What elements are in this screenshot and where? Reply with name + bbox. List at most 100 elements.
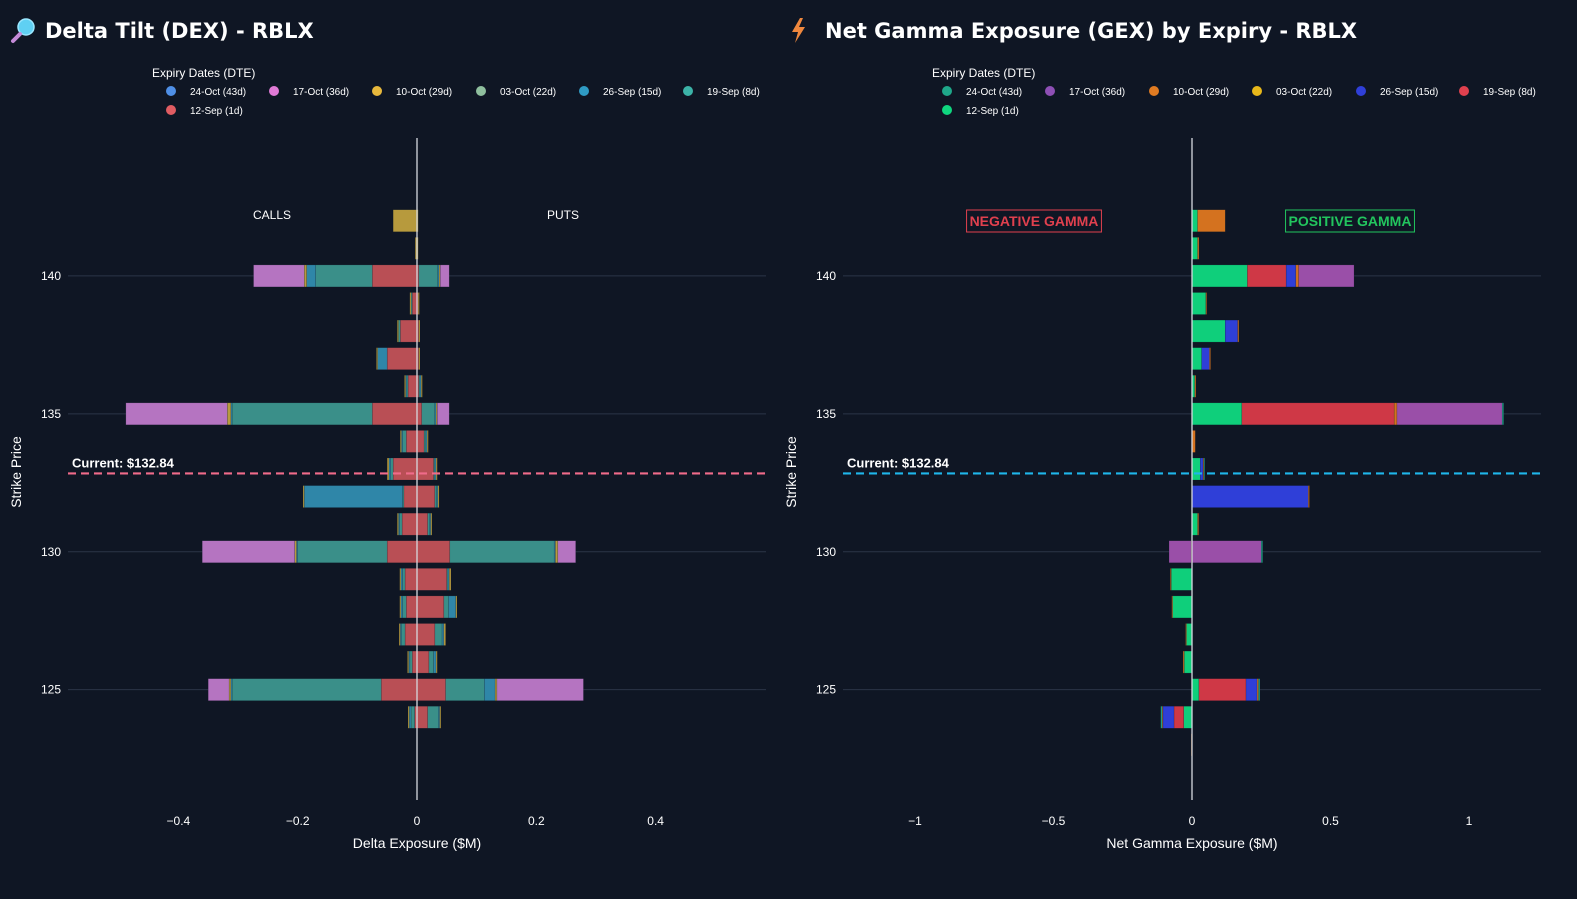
bar-segment[interactable] — [400, 430, 402, 453]
bar-segment[interactable] — [427, 512, 430, 536]
bar-segment[interactable] — [1191, 540, 1262, 563]
bar-segment[interactable] — [1160, 706, 1163, 729]
bar-segment[interactable] — [1247, 264, 1287, 288]
legend-item[interactable]: 10-Oct (29d) — [1149, 86, 1229, 98]
bar-segment[interactable] — [402, 568, 406, 591]
bar-segment[interactable] — [1200, 457, 1204, 481]
legend-item[interactable]: 17-Oct (36d) — [269, 86, 349, 98]
bar-segment[interactable] — [1197, 512, 1199, 536]
bar-segment[interactable] — [1245, 678, 1258, 701]
bar-segment[interactable] — [404, 623, 418, 646]
bar-segment[interactable] — [1209, 347, 1211, 370]
bar-segment[interactable] — [416, 485, 436, 508]
bar-segment[interactable] — [125, 402, 228, 426]
bar-segment[interactable] — [1162, 706, 1175, 729]
legend-item[interactable]: 19-Sep (8d) — [1459, 86, 1536, 98]
bar-segment[interactable] — [398, 319, 401, 343]
bar-segment[interactable] — [409, 650, 413, 674]
bar-segment[interactable] — [411, 292, 418, 315]
bar-segment[interactable] — [231, 402, 373, 426]
bar-segment[interactable] — [416, 457, 434, 481]
bar-segment[interactable] — [427, 706, 439, 729]
bar-segment[interactable] — [1172, 595, 1193, 619]
legend-item[interactable]: 26-Sep (15d) — [579, 86, 661, 98]
bar-segment[interactable] — [228, 678, 232, 701]
bar-segment[interactable] — [433, 650, 437, 674]
bar-segment[interactable] — [1173, 706, 1184, 729]
bar-segment[interactable] — [403, 485, 418, 508]
bar-segment[interactable] — [392, 209, 418, 232]
bar-segment[interactable] — [426, 430, 429, 453]
bar-segment[interactable] — [1182, 650, 1185, 674]
bar-segment[interactable] — [417, 292, 420, 315]
legend-item[interactable]: 12-Sep (1d) — [166, 105, 243, 117]
bar-segment[interactable] — [1197, 237, 1200, 260]
bar-segment[interactable] — [557, 540, 576, 563]
bar-segment[interactable] — [439, 706, 442, 729]
bar-segment[interactable] — [430, 512, 433, 536]
bar-segment[interactable] — [400, 568, 403, 591]
bar-segment[interactable] — [1201, 347, 1210, 370]
bar-segment[interactable] — [201, 540, 295, 563]
bar-segment[interactable] — [376, 347, 378, 370]
bar-segment[interactable] — [1191, 402, 1243, 426]
bar-segment[interactable] — [399, 595, 402, 619]
bar-segment[interactable] — [306, 264, 316, 288]
bar-segment[interactable] — [440, 264, 450, 288]
bar-segment[interactable] — [1191, 347, 1202, 370]
bar-segment[interactable] — [1191, 512, 1198, 536]
bar-segment[interactable] — [416, 402, 423, 426]
bar-segment[interactable] — [1183, 650, 1193, 674]
gex-legend[interactable]: 24-Oct (43d) 17-Oct (36d) 10-Oct (29d) 03-O… — [942, 86, 1536, 117]
bar-segment[interactable] — [448, 595, 457, 619]
bar-segment[interactable] — [1191, 292, 1207, 315]
bar-segment[interactable] — [406, 430, 418, 453]
bar-segment[interactable] — [372, 264, 418, 288]
bar-segment[interactable] — [416, 595, 445, 619]
bar-segment[interactable] — [397, 319, 399, 343]
bar-segment[interactable] — [1194, 375, 1197, 398]
legend-item[interactable]: 03-Oct (22d) — [476, 86, 556, 98]
bar-segment[interactable] — [390, 457, 394, 481]
bar-segment[interactable] — [253, 264, 305, 288]
bar-segment[interactable] — [423, 430, 427, 453]
bar-segment[interactable] — [437, 485, 440, 508]
bar-segment[interactable] — [1185, 623, 1187, 646]
bar-segment[interactable] — [227, 402, 232, 426]
bar-segment[interactable] — [408, 706, 412, 729]
bar-segment[interactable] — [380, 678, 418, 701]
legend-item[interactable]: 26-Sep (15d) — [1356, 86, 1438, 98]
bar-segment[interactable] — [1191, 457, 1201, 481]
bar-segment[interactable] — [418, 319, 421, 343]
bar-segment[interactable] — [420, 375, 423, 398]
bar-segment[interactable] — [494, 678, 498, 701]
bar-segment[interactable] — [418, 264, 439, 288]
bar-segment[interactable] — [400, 319, 418, 343]
bar-segment[interactable] — [1237, 319, 1240, 343]
bar-segment[interactable] — [315, 264, 373, 288]
bar-segment[interactable] — [1198, 678, 1247, 701]
bar-segment[interactable] — [448, 568, 452, 591]
legend-item[interactable]: 10-Oct (29d) — [372, 86, 452, 98]
bar-segment[interactable] — [407, 650, 409, 674]
bar-segment[interactable] — [303, 264, 307, 288]
bar-segment[interactable] — [1191, 678, 1200, 701]
bar-segment[interactable] — [555, 540, 559, 563]
bar-segment[interactable] — [1191, 485, 1309, 508]
bar-segment[interactable] — [416, 540, 451, 563]
bar-segment[interactable] — [435, 650, 438, 674]
bar-segment[interactable] — [1170, 568, 1193, 591]
bar-segment[interactable] — [399, 568, 402, 591]
bar-segment[interactable] — [388, 457, 392, 481]
bar-segment[interactable] — [1191, 237, 1198, 260]
bar-segment[interactable] — [1298, 264, 1355, 288]
bar-segment[interactable] — [1203, 457, 1205, 481]
legend-item[interactable]: 03-Oct (22d) — [1252, 86, 1332, 98]
bar-segment[interactable] — [484, 678, 496, 701]
bar-segment[interactable] — [1224, 319, 1238, 343]
bar-segment[interactable] — [455, 595, 458, 619]
bar-segment[interactable] — [1183, 706, 1193, 729]
bar-segment[interactable] — [416, 568, 448, 591]
bar-segment[interactable] — [401, 512, 418, 536]
bar-segment[interactable] — [1191, 264, 1248, 288]
